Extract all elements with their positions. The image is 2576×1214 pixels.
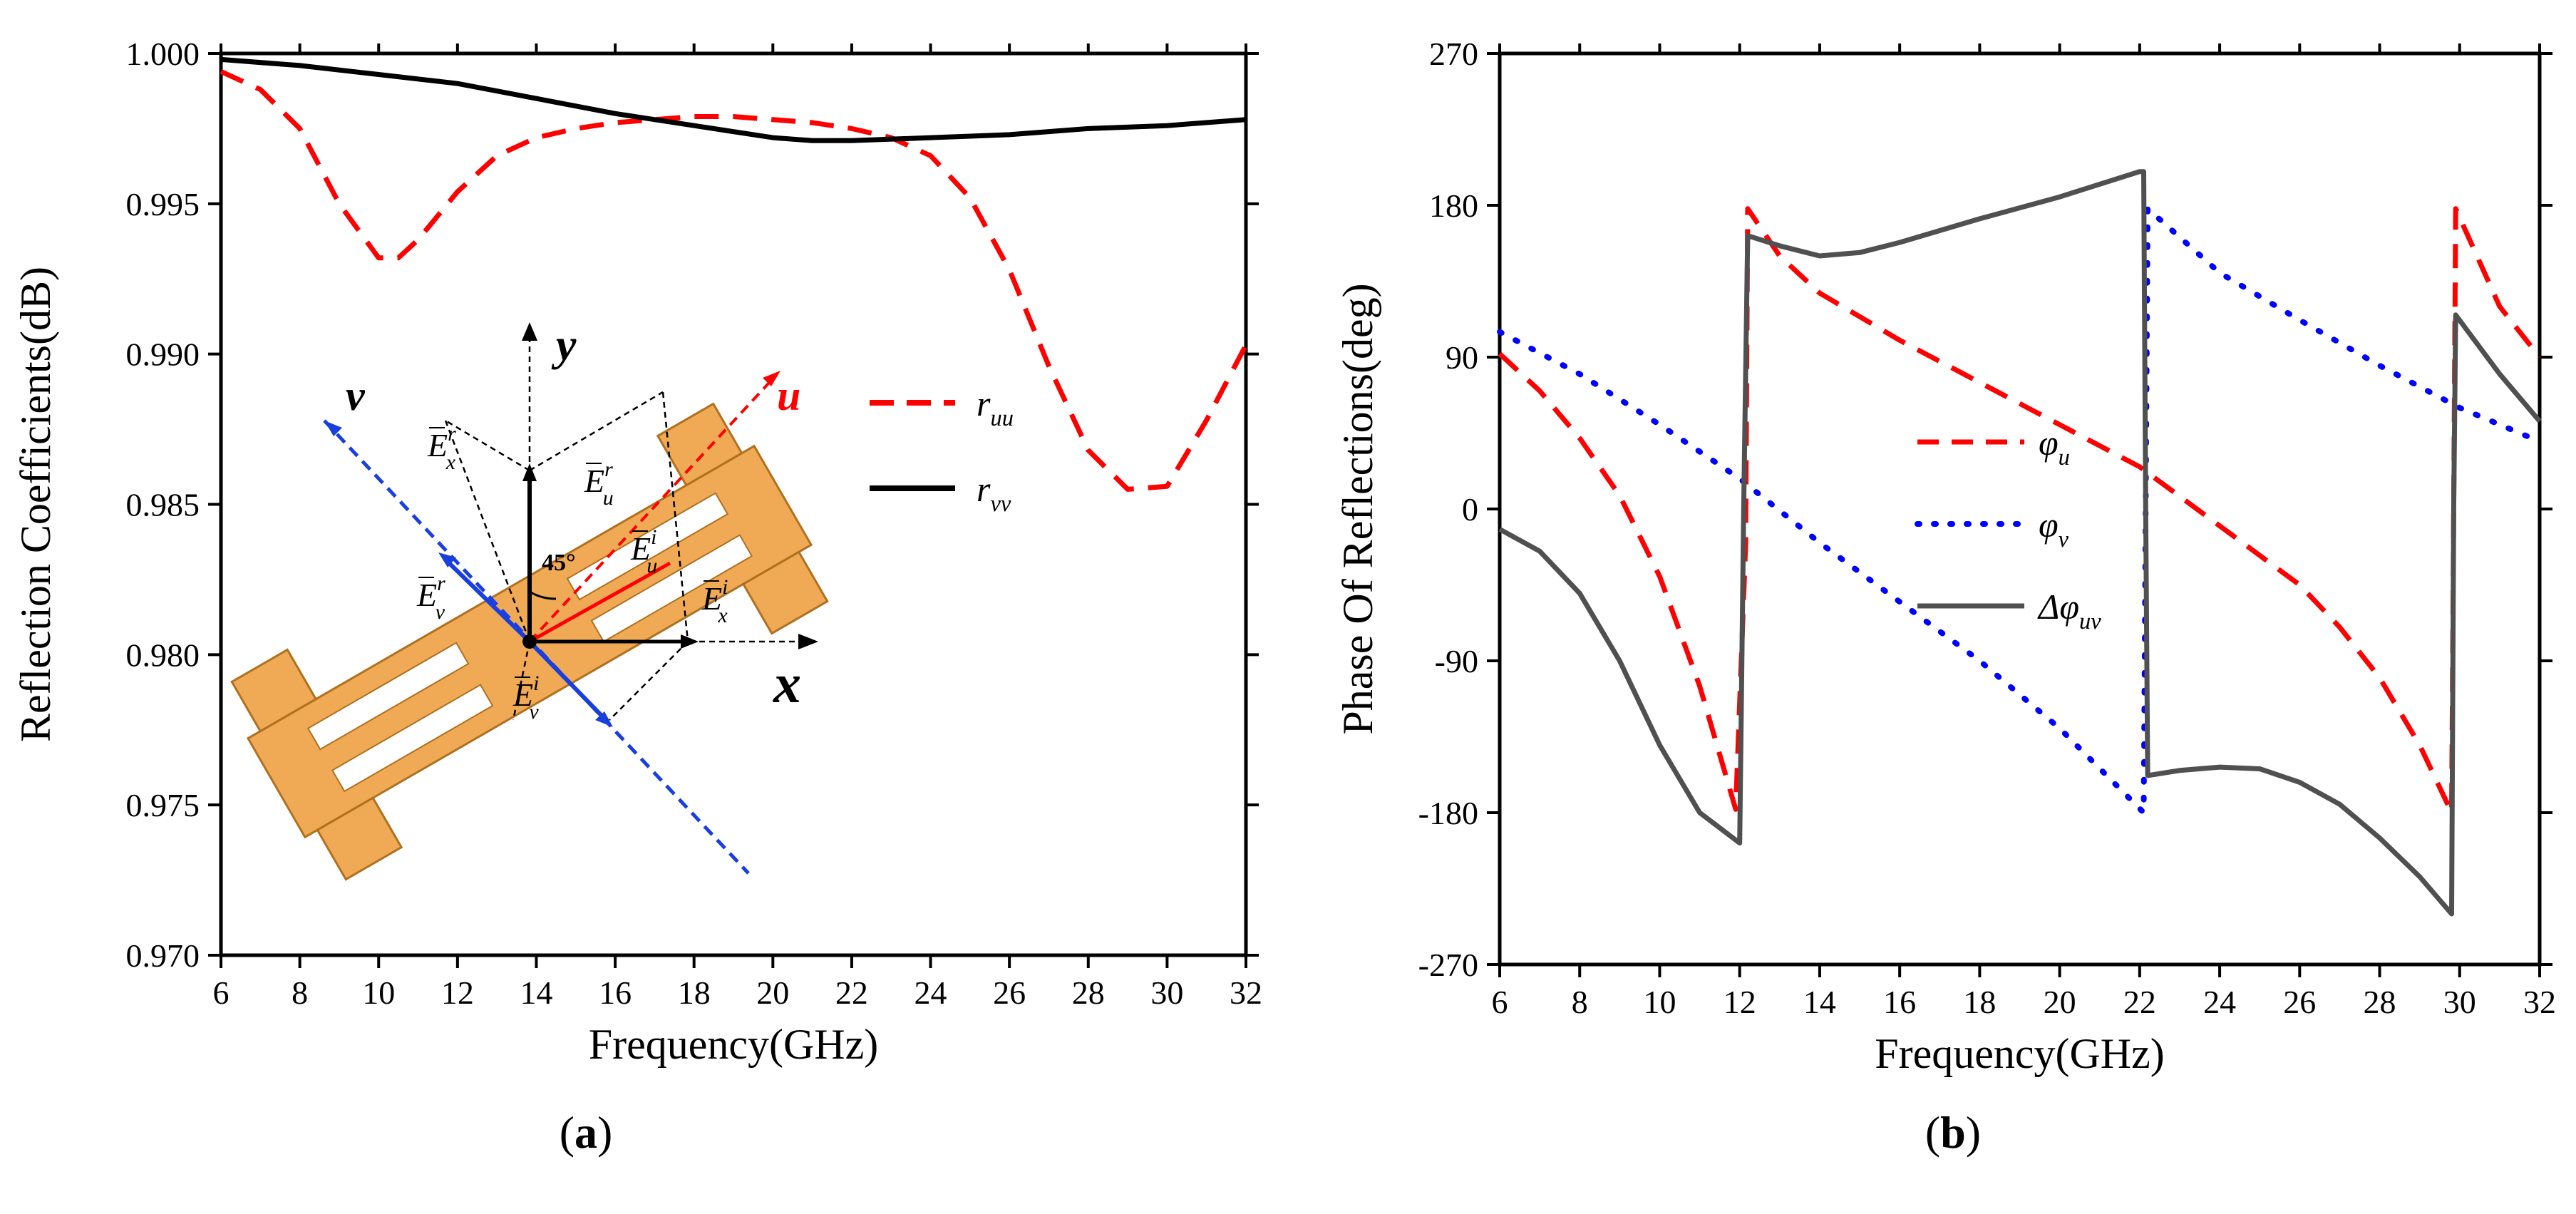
y-tick-label: 0.975 [126, 787, 200, 823]
x-tick-label: 14 [1803, 984, 1836, 1020]
x-tick-label: 12 [1724, 984, 1756, 1020]
x-tick-label: 16 [599, 974, 632, 1011]
x-axis-title-a: Frequency(GHz) [589, 1021, 879, 1068]
ev-r-arrowhead [438, 552, 456, 567]
x-tick-label: 30 [1150, 974, 1183, 1011]
x-tick-label: 24 [915, 974, 947, 1011]
y-tick-label: 0.995 [126, 186, 200, 222]
y-tick-label: -90 [1435, 643, 1478, 679]
y-ticks-a: 0.970 0.975 0.980 0.985 0.990 0.995 1.000 [126, 36, 1259, 974]
x-axis-title-b: Frequency(GHz) [1875, 1030, 2165, 1077]
legend-label: Δφuv [2037, 587, 2101, 634]
y-axis-arrowhead [522, 322, 537, 341]
ev-i-vector [527, 639, 608, 722]
origin-dot [522, 634, 537, 649]
x-tick-label: 26 [2283, 984, 2316, 1020]
field-label-evi: Ei v [512, 672, 539, 724]
element-diagram-inset: x y u v 45° Er x Er u Ei u Ei x Er v Ei v [230, 319, 829, 881]
series-group-a [220, 56, 1249, 492]
u-axis-line [528, 373, 778, 643]
x-tick-label: 8 [1572, 984, 1588, 1020]
field-label-eui: Ei u [630, 525, 657, 577]
x-tick-label: 20 [2044, 984, 2076, 1020]
x-tick-label: 8 [292, 974, 308, 1011]
x-ticks-b: 6 8 10 12 14 16 18 20 22 24 26 28 30 32 [1492, 43, 2556, 1020]
x-tick-label: 26 [993, 974, 1026, 1011]
series-line-vv [220, 56, 1247, 143]
y-tick-label: 0.980 [126, 637, 200, 673]
field-label-exi: Ei x [701, 575, 728, 627]
field-label-evr: Er v [416, 572, 445, 624]
y-axis-title-a: Reflection Coefficients(dB) [12, 267, 59, 742]
x-tick-label: 30 [2443, 984, 2476, 1020]
angle-arc [529, 590, 557, 600]
u-axis-label: u [777, 372, 800, 419]
x-axis-arrowhead [798, 634, 818, 649]
v-axis-line [323, 419, 750, 875]
legend-b: φu φv Δφuv [1915, 423, 2101, 634]
x-tick-label: 32 [1230, 974, 1262, 1011]
y-axis-label: y [551, 319, 577, 370]
y-tick-label: 1.000 [126, 36, 200, 72]
field-label-eur: Er u [584, 458, 614, 510]
u-axis-arrowhead [763, 371, 780, 386]
v-axis-arrowhead [324, 421, 342, 436]
series-line-u [1498, 206, 2542, 816]
x-axis-label: x [773, 652, 801, 714]
eu-i-vector [528, 561, 671, 644]
legend-label: rvv [977, 469, 1011, 517]
y-tick-label: 90 [1446, 339, 1478, 376]
x-tick-label: 6 [213, 974, 230, 1011]
plot-frame-b [1498, 51, 2542, 967]
field-label-exr: Er x [427, 422, 456, 474]
x-ticks-a: 6 8 10 12 14 16 18 20 22 24 26 28 30 32 [213, 43, 1262, 1011]
x-tick-label: 16 [1883, 984, 1916, 1020]
x-tick-label: 22 [2123, 984, 2156, 1020]
legend-label: ruu [977, 384, 1014, 431]
legend-a: ruu rvv [870, 384, 1014, 517]
panel-label-b: (b) [1925, 1107, 1981, 1158]
y-tick-label: 0.985 [126, 487, 200, 523]
x-tick-label: 28 [1072, 974, 1105, 1011]
panel-b-phase-of-reflections: -270 -180 -90 0 90 180 270 6 8 10 12 14 16 18 20 22 24 2… [1334, 36, 2556, 1158]
panel-label-a: (a) [560, 1107, 613, 1158]
field-labels: Er x Er u Ei u Ei x Er v Ei v [416, 422, 728, 724]
x-tick-label: 10 [362, 974, 395, 1011]
panel-a-reflection-coefficients: 0.970 0.975 0.980 0.985 0.990 0.995 1.000 6 8 10… [12, 36, 1262, 1158]
x-tick-label: 18 [1963, 984, 1996, 1020]
legend-label: φv [2039, 505, 2069, 552]
x-tick-label: 24 [2203, 984, 2236, 1020]
series-line-uu [220, 69, 1249, 492]
x-tick-label: 32 [2523, 984, 2556, 1020]
legend-label: φu [2039, 423, 2070, 470]
ex-r-arrowhead [522, 463, 537, 481]
ev-i-arrowhead [595, 711, 613, 727]
series-line-v [1497, 205, 2542, 816]
angle-label: 45° [542, 550, 576, 576]
ev-r-vector [443, 557, 532, 644]
x-tick-label: 6 [1492, 984, 1508, 1020]
x-tick-label: 22 [835, 974, 868, 1011]
y-tick-label: -270 [1418, 947, 1478, 983]
y-tick-label: -180 [1418, 795, 1478, 831]
x-tick-label: 28 [2364, 984, 2396, 1020]
series-line-uv [1498, 169, 2542, 917]
series-group-b [1497, 169, 2542, 917]
x-tick-label: 14 [520, 974, 552, 1011]
x-tick-label: 12 [441, 974, 474, 1011]
y-ticks-b: -270 -180 -90 0 90 180 270 [1418, 36, 2552, 983]
y-axis-title-b: Phase Of Reflections(deg) [1334, 283, 1381, 734]
x-tick-label: 18 [678, 974, 711, 1011]
y-tick-label: 0.970 [126, 937, 200, 974]
y-tick-label: 180 [1429, 187, 1478, 224]
v-axis-label: v [346, 372, 366, 419]
y-tick-label: 270 [1429, 36, 1478, 72]
y-tick-label: 0.990 [126, 336, 200, 373]
x-tick-label: 10 [1643, 984, 1676, 1020]
ex-i-arrowhead [681, 634, 699, 649]
y-tick-label: 0 [1462, 491, 1478, 528]
x-tick-label: 20 [756, 974, 789, 1011]
